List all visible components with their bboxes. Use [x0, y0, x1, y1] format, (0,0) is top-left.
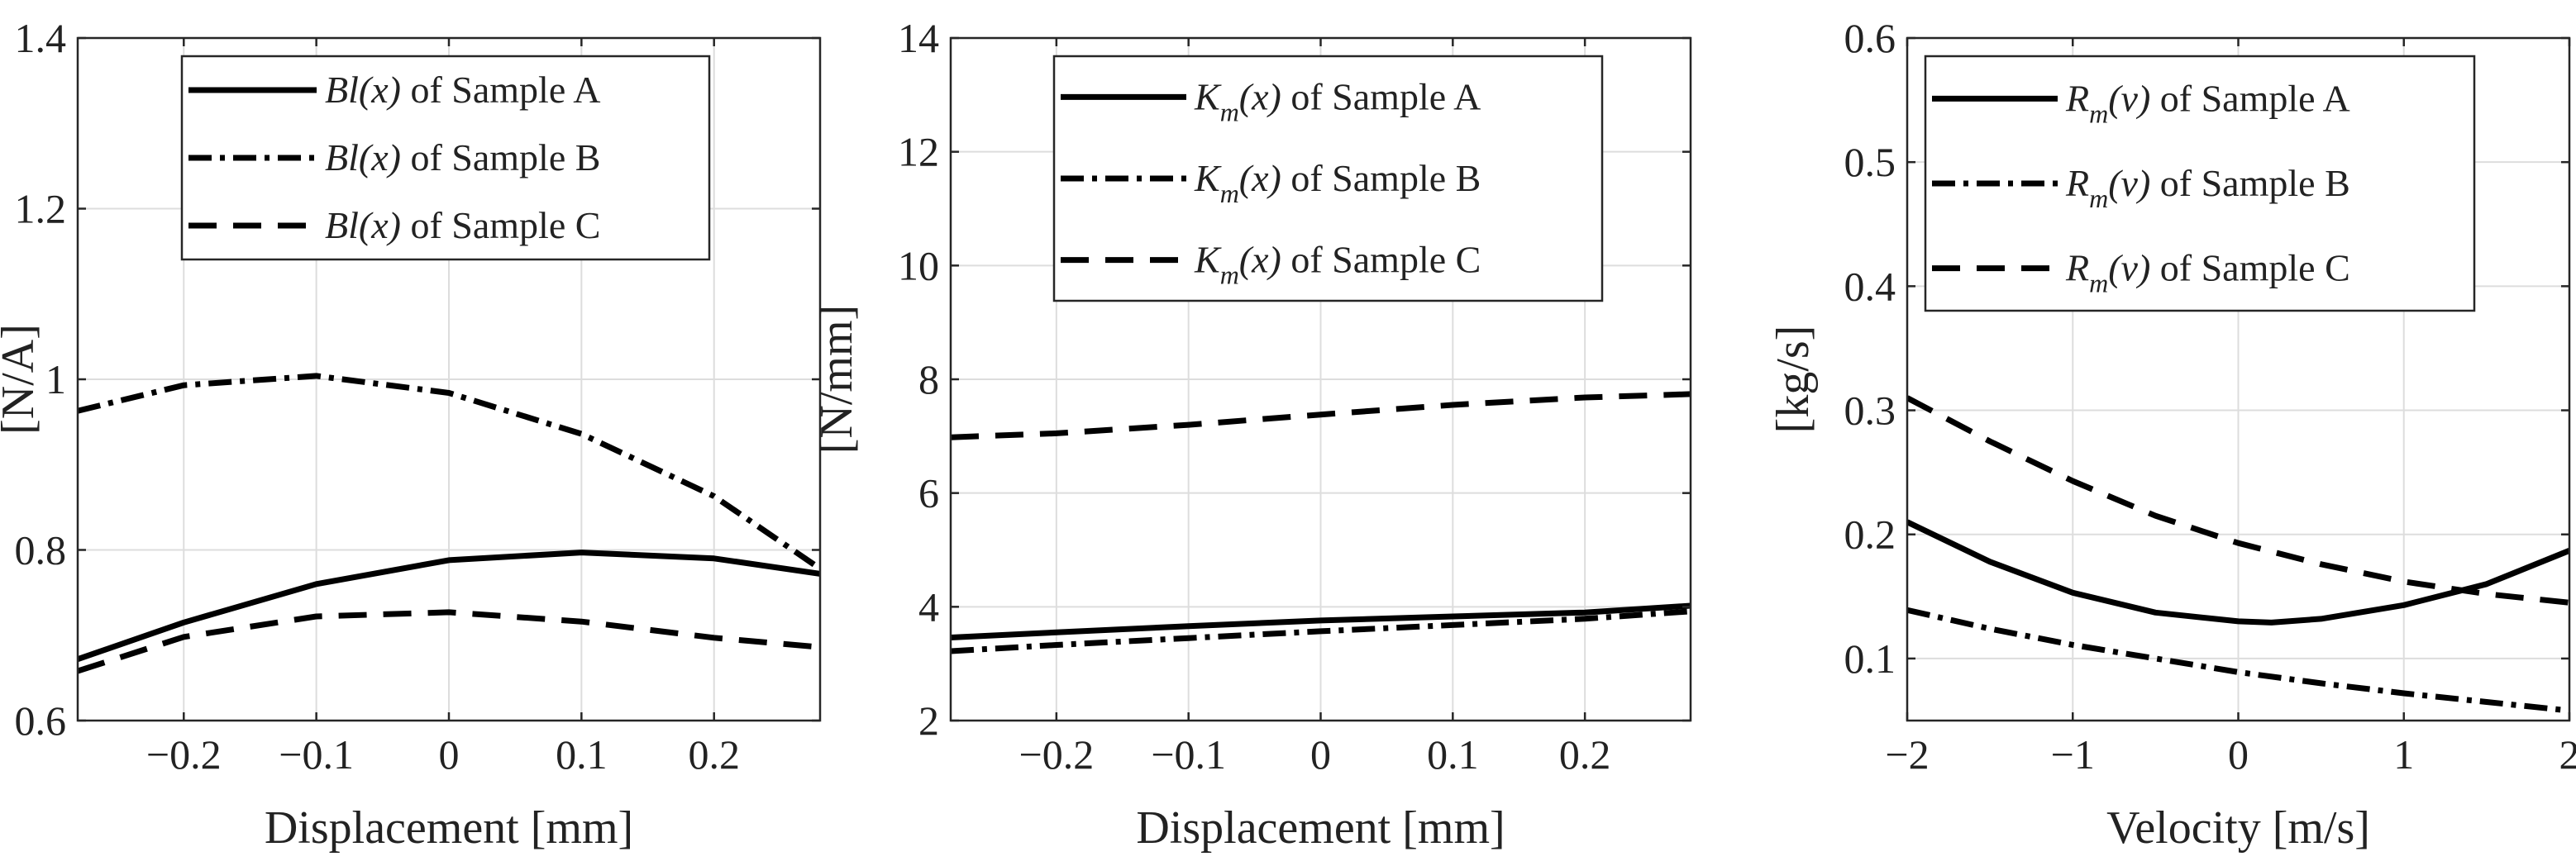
- x-tick-label: 0.2: [688, 731, 740, 778]
- y-tick-label: 0.2: [1844, 512, 1896, 558]
- series-line-c: [951, 391, 1691, 440]
- legend: Bl(x) of Sample A Bl(x) of Sample B Bl(x) …: [180, 55, 711, 261]
- x-tick-label: −2: [1885, 731, 1929, 778]
- x-tick-label: 0: [439, 731, 460, 778]
- y-tick-label: 6: [918, 470, 939, 516]
- x-tick-label: −1: [2051, 731, 2095, 778]
- x-tick-label: 0.2: [1559, 731, 1611, 778]
- y-tick-label: 8: [918, 356, 939, 402]
- series-line-a: [1907, 519, 2569, 626]
- x-tick-label: 0: [1310, 731, 1331, 778]
- legend-label: Rm(v) of Sample B: [2065, 162, 2350, 213]
- legend-label: Km(x) of Sample C: [1194, 239, 1481, 290]
- y-tick-label: 0.5: [1844, 139, 1896, 185]
- chart-bl: −0.2 −0.1 0 0.1 0.2 0.6 0.8 1 1.2 1.4 Displacement…: [0, 15, 822, 854]
- x-tick-label: 0.1: [556, 731, 608, 778]
- legend: Km(x) of Sample A Km(x) of Sample B Km(x) …: [1052, 55, 1604, 302]
- x-tick-label: 1: [2393, 731, 2414, 778]
- x-axis-label: Displacement [mm]: [265, 802, 633, 854]
- x-tick-label: −0.2: [146, 731, 222, 778]
- y-tick-label: 0.3: [1844, 388, 1896, 434]
- series-line-b: [78, 373, 820, 572]
- legend-label: Rm(v) of Sample A: [2065, 77, 2350, 128]
- x-tick-label: −0.2: [1019, 731, 1095, 778]
- chart-km: −0.2 −0.1 0 0.1 0.2 2 4 6 8 10 12 14 Displacement [m…: [811, 15, 1692, 854]
- x-axis-label: Displacement [mm]: [1136, 802, 1505, 854]
- legend: Rm(v) of Sample A Rm(v) of Sample B Rm(v) …: [1924, 55, 2476, 312]
- y-tick-label: 0.8: [15, 527, 67, 573]
- x-axis-label: Velocity [m/s]: [2106, 802, 2370, 854]
- x-tick-label: 2: [2559, 731, 2576, 778]
- y-tick-label: 0.6: [1844, 15, 1896, 61]
- legend-label: Bl(x) of Sample C: [325, 204, 600, 246]
- series-line-c: [1907, 395, 2569, 606]
- chart-rm: −2 −1 0 1 2 0.1 0.2 0.3 0.4 0.5 0.6 Velocity [m/s] […: [1767, 15, 2576, 854]
- y-tick-label: 0.1: [1844, 635, 1896, 682]
- y-tick-label: 12: [898, 129, 939, 175]
- series-line-a: [78, 550, 820, 663]
- legend-label: Km(x) of Sample B: [1194, 157, 1481, 208]
- y-tick-label: 1.2: [15, 186, 67, 232]
- y-tick-label: 1.4: [15, 15, 67, 61]
- series-line-c: [78, 609, 820, 674]
- y-tick-label: 10: [898, 242, 939, 288]
- x-tick-label: −0.1: [1151, 731, 1226, 778]
- y-tick-label: 1: [45, 356, 66, 402]
- series-line-a: [951, 602, 1691, 640]
- x-tick-label: −0.1: [279, 731, 354, 778]
- x-tick-label: 0: [2228, 731, 2249, 778]
- y-tick-label: 4: [918, 583, 939, 630]
- y-axis-label: [N/A]: [0, 324, 44, 435]
- series-line-b: [951, 608, 1691, 654]
- y-axis-label: [kg/s]: [1767, 326, 1819, 434]
- legend-label: Rm(v) of Sample C: [2065, 247, 2350, 298]
- legend-label: Bl(x) of Sample A: [325, 69, 600, 111]
- y-tick-label: 0.6: [15, 697, 67, 744]
- x-tick-label: 0.1: [1427, 731, 1479, 778]
- legend-label: Bl(x) of Sample B: [325, 136, 600, 178]
- legend-label: Km(x) of Sample A: [1194, 75, 1481, 126]
- y-tick-label: 2: [918, 697, 939, 744]
- y-tick-label: 14: [898, 15, 939, 61]
- y-axis-label: [N/mm]: [811, 305, 862, 454]
- y-tick-label: 0.4: [1844, 263, 1896, 309]
